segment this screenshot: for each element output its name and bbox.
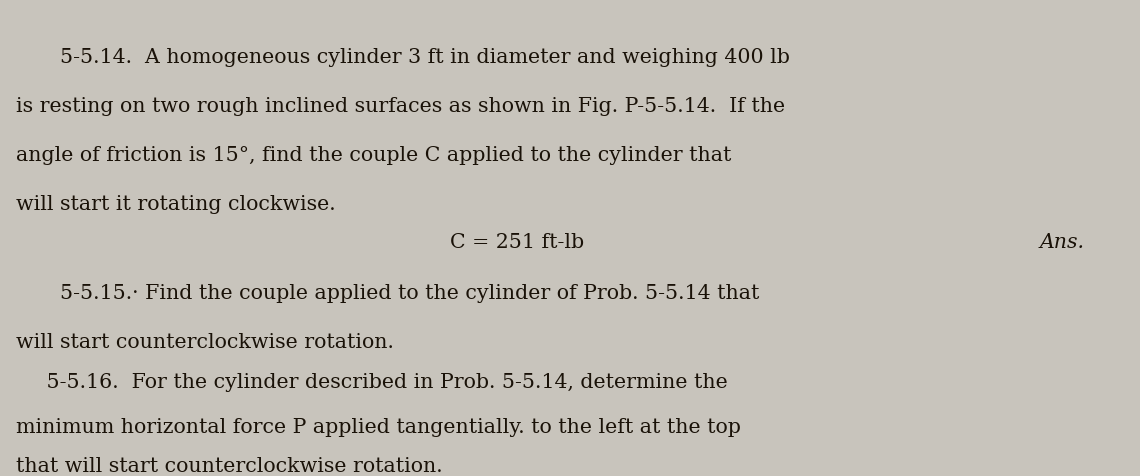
Text: is resting on two rough inclined surfaces as shown in Fig. P-5-5.14.  If the: is resting on two rough inclined surface… <box>16 97 785 116</box>
Text: angle of friction is 15°, find the couple C applied to the cylinder that: angle of friction is 15°, find the coupl… <box>16 146 732 165</box>
Text: minimum horizontal force P applied tangentially. to the left at the top: minimum horizontal force P applied tange… <box>16 417 741 436</box>
Text: that will start counterclockwise rotation.: that will start counterclockwise rotatio… <box>16 456 442 475</box>
Text: 5-5.15.· Find the couple applied to the cylinder of Prob. 5-5.14 that: 5-5.15.· Find the couple applied to the … <box>60 283 759 302</box>
Text: Ans.: Ans. <box>1040 232 1085 251</box>
Text: will start counterclockwise rotation.: will start counterclockwise rotation. <box>16 332 394 351</box>
Text: 5-5.14.  A homogeneous cylinder 3 ft in diameter and weighing 400 lb: 5-5.14. A homogeneous cylinder 3 ft in d… <box>60 48 790 67</box>
Text: C = 251 ft-lb: C = 251 ft-lb <box>450 232 584 251</box>
Text: 5-5.16.  For the cylinder described in Prob. 5-5.14, determine the: 5-5.16. For the cylinder described in Pr… <box>40 372 727 391</box>
Text: will start it rotating clockwise.: will start it rotating clockwise. <box>16 195 335 214</box>
